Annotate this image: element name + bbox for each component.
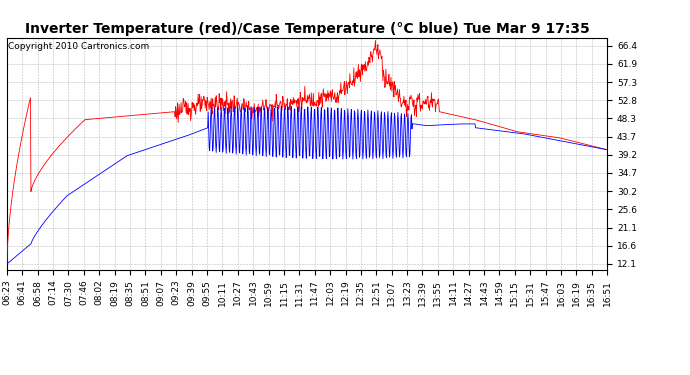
Text: Copyright 2010 Cartronics.com: Copyright 2010 Cartronics.com bbox=[8, 42, 149, 51]
Title: Inverter Temperature (red)/Case Temperature (°C blue) Tue Mar 9 17:35: Inverter Temperature (red)/Case Temperat… bbox=[25, 22, 589, 36]
